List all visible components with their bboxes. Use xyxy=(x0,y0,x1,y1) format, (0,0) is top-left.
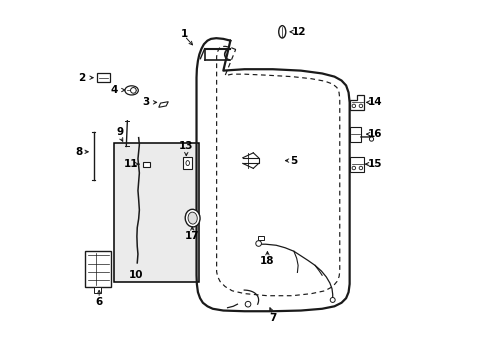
Ellipse shape xyxy=(185,209,200,227)
Bar xyxy=(94,287,101,293)
Circle shape xyxy=(358,166,362,170)
Circle shape xyxy=(358,104,362,108)
Bar xyxy=(85,251,111,287)
Circle shape xyxy=(351,166,355,170)
Ellipse shape xyxy=(124,86,138,95)
Circle shape xyxy=(244,301,250,307)
Bar xyxy=(349,157,364,171)
Polygon shape xyxy=(159,102,168,107)
Text: 7: 7 xyxy=(268,313,276,323)
Text: 14: 14 xyxy=(367,98,382,107)
Text: 16: 16 xyxy=(367,129,382,139)
Text: 10: 10 xyxy=(129,270,143,280)
Ellipse shape xyxy=(185,161,189,166)
Circle shape xyxy=(130,87,136,93)
Text: 12: 12 xyxy=(291,27,306,37)
Circle shape xyxy=(368,137,373,141)
Circle shape xyxy=(329,297,334,302)
Text: 4: 4 xyxy=(110,85,118,95)
Text: 18: 18 xyxy=(260,256,274,266)
Text: 5: 5 xyxy=(290,156,297,166)
Bar xyxy=(114,143,198,282)
Text: 11: 11 xyxy=(123,159,138,169)
Text: 15: 15 xyxy=(367,159,382,169)
Text: 17: 17 xyxy=(184,231,199,242)
Bar xyxy=(142,162,150,167)
Bar xyxy=(349,127,360,142)
Text: 8: 8 xyxy=(75,147,82,157)
Text: 1: 1 xyxy=(181,28,188,39)
Bar xyxy=(257,237,264,240)
Circle shape xyxy=(255,241,261,246)
Ellipse shape xyxy=(278,26,285,38)
Text: 3: 3 xyxy=(142,98,149,107)
Text: 2: 2 xyxy=(79,73,86,83)
Text: 6: 6 xyxy=(95,297,102,307)
Text: 9: 9 xyxy=(117,127,123,138)
Bar xyxy=(183,157,192,170)
Ellipse shape xyxy=(188,212,197,224)
Circle shape xyxy=(351,104,355,108)
Text: 13: 13 xyxy=(179,141,193,152)
Polygon shape xyxy=(349,95,363,110)
Bar xyxy=(97,73,110,82)
